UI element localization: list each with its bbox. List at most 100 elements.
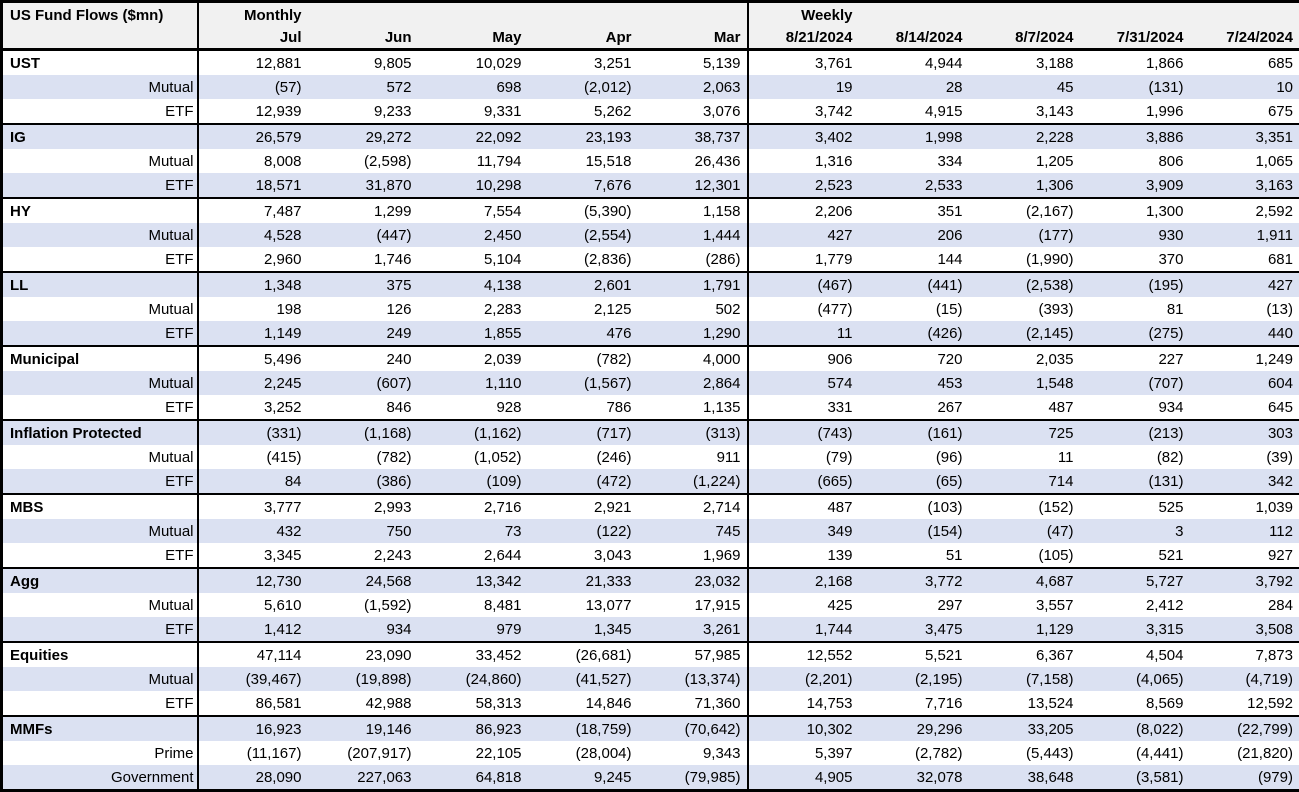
value-cell: 2,168 xyxy=(748,568,859,593)
value-cell: 23,193 xyxy=(528,124,638,149)
table-row: Mutual(39,467)(19,898)(24,860)(41,527)(1… xyxy=(2,667,1299,691)
value-cell: (467) xyxy=(748,272,859,297)
value-cell: (393) xyxy=(969,297,1080,321)
sub-row-label: ETF xyxy=(2,99,198,124)
column-header-jun: Jun xyxy=(308,28,418,50)
value-cell: 1,345 xyxy=(528,617,638,642)
value-cell: (415) xyxy=(198,445,308,469)
value-cell: (1,168) xyxy=(308,420,418,445)
value-cell: (161) xyxy=(859,420,969,445)
value-cell: 7,676 xyxy=(528,173,638,198)
column-header-week3: 8/7/2024 xyxy=(969,28,1080,50)
value-cell: 3,777 xyxy=(198,494,308,519)
value-cell: (1,224) xyxy=(638,469,748,494)
value-cell: 2,450 xyxy=(418,223,528,247)
header-spacer xyxy=(969,2,1080,28)
value-cell: 604 xyxy=(1190,371,1299,395)
value-cell: 297 xyxy=(859,593,969,617)
value-cell: 5,727 xyxy=(1080,568,1190,593)
value-cell: 1,444 xyxy=(638,223,748,247)
value-cell: 1,306 xyxy=(969,173,1080,198)
value-cell: 427 xyxy=(748,223,859,247)
value-cell: 934 xyxy=(1080,395,1190,420)
column-header-week2: 8/14/2024 xyxy=(859,28,969,50)
value-cell: 29,272 xyxy=(308,124,418,149)
value-cell: 23,090 xyxy=(308,642,418,667)
value-cell: (4,441) xyxy=(1080,741,1190,765)
value-cell: 303 xyxy=(1190,420,1299,445)
value-cell: 714 xyxy=(969,469,1080,494)
value-cell: 331 xyxy=(748,395,859,420)
value-cell: 3,345 xyxy=(198,543,308,568)
value-cell: 934 xyxy=(308,617,418,642)
value-cell: 1,744 xyxy=(748,617,859,642)
category-label: Equities xyxy=(2,642,198,667)
value-cell: 645 xyxy=(1190,395,1299,420)
sub-row-label: Mutual xyxy=(2,667,198,691)
value-cell: 351 xyxy=(859,198,969,223)
value-cell: (4,065) xyxy=(1080,667,1190,691)
value-cell: 11,794 xyxy=(418,149,528,173)
sub-row-label: Mutual xyxy=(2,223,198,247)
value-cell: 572 xyxy=(308,75,418,99)
value-cell: 2,243 xyxy=(308,543,418,568)
value-cell: 1,205 xyxy=(969,149,1080,173)
category-label: Municipal xyxy=(2,346,198,371)
value-cell: 86,581 xyxy=(198,691,308,716)
value-cell: (103) xyxy=(859,494,969,519)
value-cell: (22,799) xyxy=(1190,716,1299,741)
value-cell: 31,870 xyxy=(308,173,418,198)
value-cell: 930 xyxy=(1080,223,1190,247)
value-cell: 1,855 xyxy=(418,321,528,346)
value-cell: (195) xyxy=(1080,272,1190,297)
value-cell: 22,105 xyxy=(418,741,528,765)
category-label: IG xyxy=(2,124,198,149)
value-cell: (426) xyxy=(859,321,969,346)
value-cell: 24,568 xyxy=(308,568,418,593)
value-cell: 487 xyxy=(969,395,1080,420)
value-cell: (743) xyxy=(748,420,859,445)
value-cell: 71,360 xyxy=(638,691,748,716)
value-cell: 8,008 xyxy=(198,149,308,173)
value-cell: 3,792 xyxy=(1190,568,1299,593)
value-cell: 139 xyxy=(748,543,859,568)
value-cell: (105) xyxy=(969,543,1080,568)
value-cell: 2,283 xyxy=(418,297,528,321)
value-cell: 1,249 xyxy=(1190,346,1299,371)
value-cell: 18,571 xyxy=(198,173,308,198)
sub-row-label: ETF xyxy=(2,247,198,272)
table-title: US Fund Flows ($mn) xyxy=(2,2,198,50)
value-cell: 9,233 xyxy=(308,99,418,124)
value-cell: (1,592) xyxy=(308,593,418,617)
value-cell: 1,299 xyxy=(308,198,418,223)
header-spacer xyxy=(859,2,969,28)
value-cell: 3,043 xyxy=(528,543,638,568)
table-row: Mutual(415)(782)(1,052)(246)911(79)(96)1… xyxy=(2,445,1299,469)
value-cell: (1,990) xyxy=(969,247,1080,272)
sub-row-label: ETF xyxy=(2,469,198,494)
value-cell: 86,923 xyxy=(418,716,528,741)
value-cell: 267 xyxy=(859,395,969,420)
column-header-jul: Jul xyxy=(198,28,308,50)
monthly-section-label: Monthly xyxy=(198,2,308,28)
value-cell: 1,746 xyxy=(308,247,418,272)
value-cell: (2,538) xyxy=(969,272,1080,297)
value-cell: 1,548 xyxy=(969,371,1080,395)
value-cell: 11 xyxy=(748,321,859,346)
value-cell: (152) xyxy=(969,494,1080,519)
value-cell: 806 xyxy=(1080,149,1190,173)
value-cell: 2,960 xyxy=(198,247,308,272)
value-cell: 1,969 xyxy=(638,543,748,568)
value-cell: 1,158 xyxy=(638,198,748,223)
value-cell: 14,753 xyxy=(748,691,859,716)
value-cell: (39) xyxy=(1190,445,1299,469)
